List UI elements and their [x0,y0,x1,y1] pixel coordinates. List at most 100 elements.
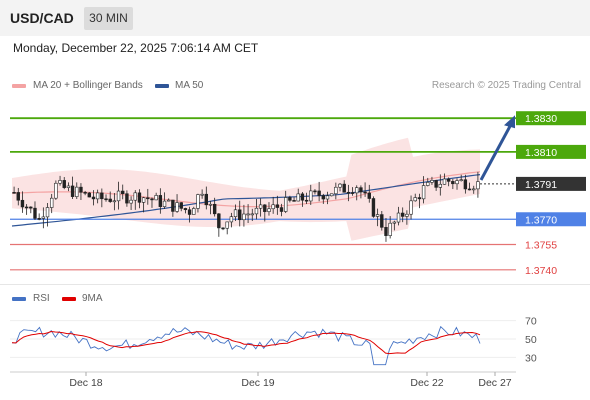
candle-body [91,196,96,200]
candle [346,184,351,202]
candle [309,184,313,205]
candle-body [413,197,417,202]
legend-ma50-swatch [155,84,169,88]
candle [292,197,296,202]
candle-body [58,180,62,184]
candle-body [367,192,371,199]
candle-body [29,206,33,209]
ma50-line [11,174,481,227]
candle [263,204,267,222]
candle-body [359,187,363,193]
candle [283,190,288,214]
candle-body [45,207,50,218]
candle [87,192,92,198]
candle-body [258,204,263,209]
candle-body [104,198,108,201]
candle [49,193,54,214]
candle [254,198,259,220]
candle-body [300,193,305,201]
candle-body [371,198,376,217]
timeframe-button[interactable]: 30 MIN [84,7,133,30]
candle [434,179,438,191]
candle [455,178,459,190]
candle [133,190,137,210]
candle [317,181,321,202]
candle-body [426,182,430,186]
candle [29,206,33,214]
candle-body [421,185,426,200]
candle-body [446,178,451,182]
candle [217,213,221,237]
candle [79,183,83,200]
candle-body [434,180,438,188]
candle [150,197,154,208]
candle [334,182,338,200]
candle-body [430,180,434,183]
candle-body [87,192,92,198]
candle [45,203,50,227]
level-label: 1.3740 [525,265,557,277]
candle-body [380,214,384,228]
candle [275,195,280,215]
candle [476,171,480,198]
candle-body [242,213,246,221]
level-label: 1.3755 [525,240,557,252]
candle-body [158,195,163,207]
candle-body [225,221,229,229]
candle [392,220,397,231]
legend-ma20-label: MA 20 + Bollinger Bands [33,80,143,91]
candle [467,182,472,191]
candle [417,193,422,209]
candle [242,204,246,227]
forecast-arrowhead [504,115,515,129]
candle [104,194,108,202]
candle [246,204,250,223]
bollinger-band [12,137,480,241]
candle [33,201,37,220]
candle-body [75,186,79,197]
candle-body [392,221,397,224]
candle-body [313,190,317,193]
panel-separator [0,284,590,285]
x-tick-label: Dec 22 [410,377,443,389]
legend-rsi-swatch [12,297,26,301]
rsi-line [11,325,481,366]
candle [62,177,66,190]
candle [367,184,371,203]
candle [12,186,16,194]
candle-body [325,195,330,200]
candle-body [154,195,158,201]
candle-body [200,193,204,196]
candle [204,186,209,210]
candle-body [12,192,16,194]
candle-body [150,198,154,201]
candle-body [146,197,150,200]
legend-ma50-label: MA 50 [175,80,204,91]
level-label-bg [516,111,586,126]
candle [83,190,87,196]
candle-body [229,216,234,223]
candle [116,181,121,210]
candle-body [16,192,20,201]
candle [380,210,384,231]
candle-body [296,193,300,202]
candle-body [116,190,121,202]
header-bar: USD/CAD 30 MIN [0,0,590,36]
candle [413,193,417,202]
candle-body [24,206,29,209]
candle-body [121,190,125,194]
candle-body [442,178,447,185]
level-label: 1.3810 [525,147,557,159]
candle-body [438,183,443,188]
candle-body [283,197,288,212]
candle [154,192,158,201]
candle [196,193,200,213]
candle [16,187,20,206]
candle [325,191,330,205]
legend-rsi-label: RSI [33,293,50,304]
candle [258,198,263,217]
candle-body [221,227,225,230]
candle-body [162,200,167,207]
candle-body [467,188,472,191]
